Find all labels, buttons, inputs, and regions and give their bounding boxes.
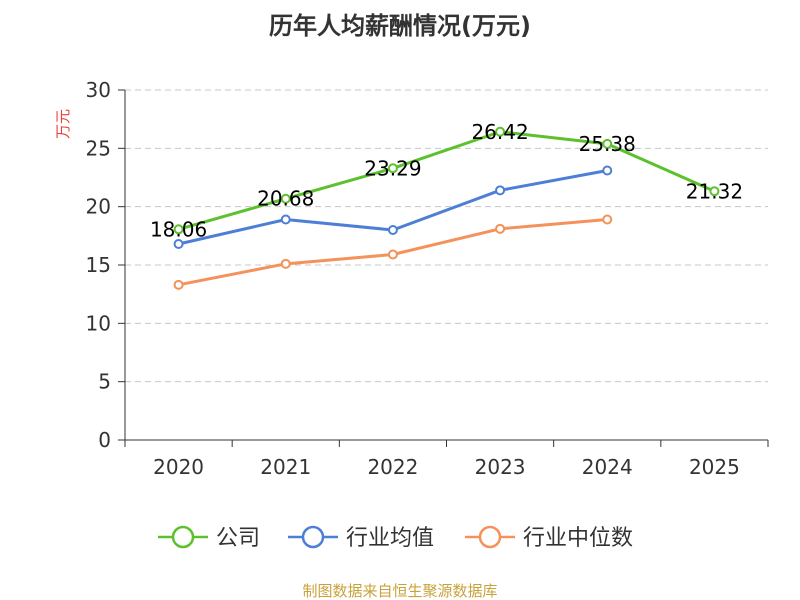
data-point [602, 138, 613, 149]
series-industry-mean [173, 165, 613, 249]
data-point [387, 163, 398, 174]
legend-label: 行业中位数 [523, 526, 633, 551]
data-point [495, 126, 506, 137]
legend-item[interactable]: 公司 [158, 525, 260, 551]
y-tick-label: 15 [86, 253, 111, 277]
data-point [280, 258, 291, 269]
data-point [495, 185, 506, 196]
x-tick-label: 2023 [475, 455, 526, 479]
y-tick-label: 10 [86, 311, 111, 335]
chart-title: 历年人均薪酬情况(万元) [269, 12, 531, 40]
y-tick-label: 20 [86, 195, 111, 219]
legend-marker [171, 525, 195, 549]
x-tick-label: 2020 [153, 455, 204, 479]
data-point [602, 165, 613, 176]
y-tick-label: 5 [98, 370, 111, 394]
y-tick-label: 0 [98, 428, 111, 452]
legend[interactable]: 公司 行业均值 行业中位数 [158, 525, 633, 551]
grid-lines [125, 89, 768, 383]
data-point [495, 223, 506, 234]
data-label: 26.42 [471, 120, 528, 144]
legend-label: 公司 [216, 526, 260, 551]
data-label: 18.06 [150, 217, 207, 241]
data-point [602, 214, 613, 225]
data-point [387, 225, 398, 235]
y-axis-label: 万元 [54, 109, 72, 139]
series-group: 18.06 20.68 23.29 26.42 25.38 21.32 [150, 120, 743, 290]
legend-marker [478, 525, 502, 549]
series-industry-median [173, 214, 613, 290]
x-tick-label: 2025 [689, 455, 740, 479]
series-company: 18.06 20.68 23.29 26.42 25.38 21.32 [150, 120, 743, 242]
legend-item[interactable]: 行业均值 [288, 525, 434, 551]
x-tick-label: 2021 [260, 455, 311, 479]
data-point [709, 186, 720, 197]
data-point [173, 224, 184, 235]
data-point [280, 214, 291, 225]
x-tick-label: 2024 [582, 455, 633, 479]
data-point [387, 249, 398, 260]
x-tick-label: 2022 [367, 455, 418, 479]
series-line [178, 130, 716, 231]
data-point [280, 193, 291, 204]
data-point [173, 279, 184, 290]
y-tick-label: 25 [86, 136, 111, 160]
legend-label: 行业均值 [346, 526, 434, 551]
data-label: 21.32 [686, 179, 743, 203]
data-label: 25.38 [579, 132, 636, 156]
legend-item[interactable]: 行业中位数 [465, 525, 633, 551]
legend-marker [301, 525, 325, 549]
source-note: 制图数据来自恒生聚源数据库 [302, 582, 497, 600]
y-tick-label: 30 [86, 78, 111, 102]
data-label: 23.29 [364, 156, 421, 180]
data-point [173, 239, 184, 249]
data-label: 20.68 [257, 187, 314, 211]
